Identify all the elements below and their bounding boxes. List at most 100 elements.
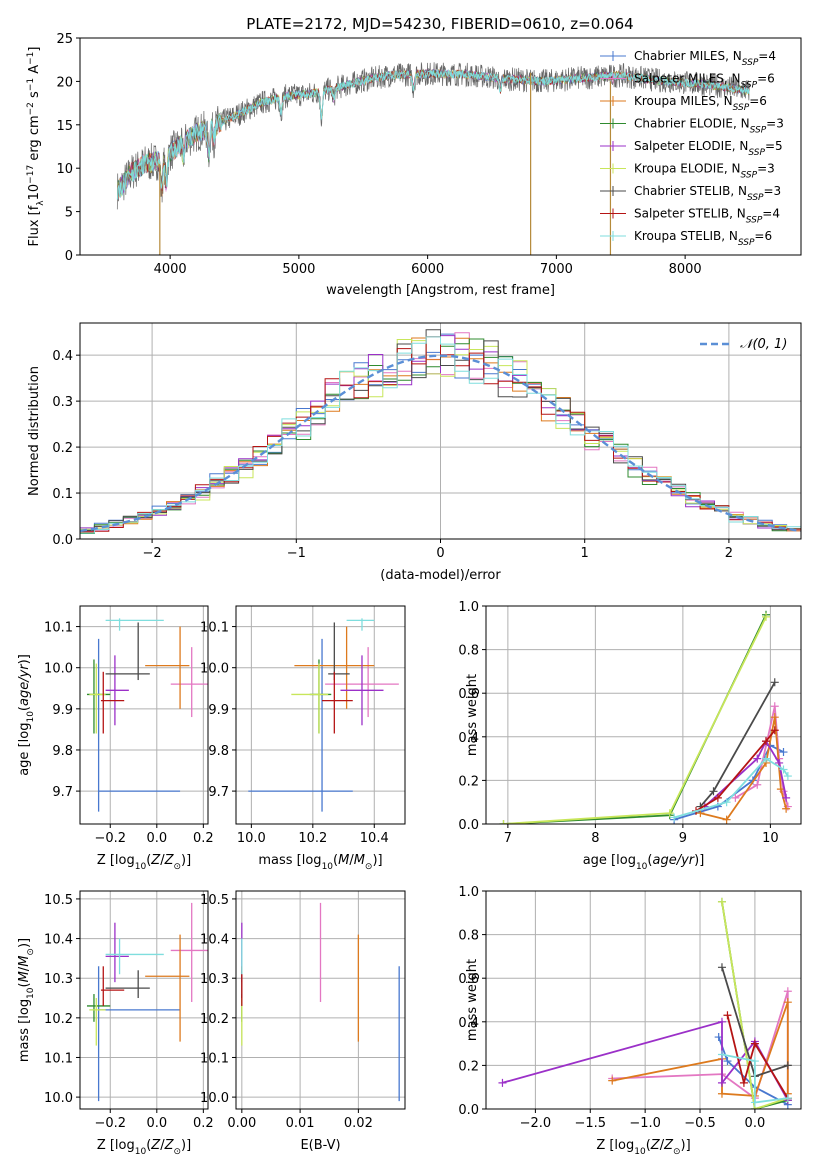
errorbars-age_vs_mass (248, 618, 399, 812)
weight-marker-kroupa_stelib (717, 1050, 726, 1059)
x-tick-label: 10 (762, 831, 779, 846)
y-tick-label: 10.5 (200, 893, 229, 908)
weight-line-kroupa_elodie (503, 616, 767, 824)
label-part: −2 (26, 102, 36, 115)
y-tick-label: 0.4 (458, 731, 479, 746)
x-tick-label: 2 (725, 546, 733, 561)
x-tick-label: 7 (504, 831, 512, 846)
axes-mass_vs_Z: −0.2 0.0 0.2 10.0 10.1 10.2 10.3 10.4 10.5 Z [log… (17, 890, 214, 1157)
label-part: age/yr (652, 853, 695, 868)
label-part: ⊙ (173, 1147, 181, 1157)
y-tick-label: 1.0 (458, 600, 479, 615)
y-tick-label: 0.0 (458, 1103, 479, 1118)
axes-age_vs_Z: −0.2 0.0 0.29.79.89.910.010.1Z [log10(Z/Z⊙… (17, 605, 214, 872)
label-part: 10 (27, 184, 42, 201)
y-axis-label: age [log10(age/yr)] (17, 654, 36, 776)
spectrum-legend: Chabrier MILES, NSSP=4 Salpeter MILES, NS… (600, 49, 784, 248)
y-tick-label: 10.1 (200, 621, 229, 636)
weight-marker-salpeter_elodie (498, 1078, 507, 1087)
observed-spectrum-line (116, 62, 750, 210)
legend-label-chabrier_miles: Chabrier MILES, NSSP=4 (634, 49, 776, 68)
weight-marker-chabrier_stelib (770, 678, 779, 687)
weight-marker-kroupa_elodie (762, 612, 770, 621)
weight-line-kroupa_stelib (721, 1053, 788, 1104)
label-part: mass [log (17, 999, 32, 1062)
label-part: Salpeter ELODIE, N (634, 139, 748, 153)
x-tick-label: 0.2 (193, 831, 214, 846)
x-axis-label: Z [log10(Z/Z⊙)] (97, 1138, 191, 1157)
y-tick-label: 10.2 (200, 1012, 229, 1027)
x-tick-label: 6000 (411, 262, 444, 277)
x-tick-label: −2 (143, 546, 162, 561)
label-part: Salpeter STELIB, N (634, 207, 746, 221)
weight-marker-kroupa_stelib (722, 798, 731, 807)
errorbars-age_vs_Z (86, 618, 208, 812)
legend-label-salpeter_miles: Salpeter MILES, NSSP=6 (634, 72, 775, 91)
label-part: Chabrier STELIB, N (634, 184, 747, 198)
spectrum-traces (116, 62, 750, 255)
weight-marker-salpeter_stelib (750, 1039, 759, 1048)
legend-label-salpeter_elodie: Salpeter ELODIE, NSSP=5 (634, 139, 783, 158)
y-tick-label: 0.8 (458, 644, 479, 659)
normal-distribution-curve (80, 354, 801, 533)
weight-marker-kroupa_stelib (783, 772, 792, 781)
y-axis-label: mass weight (465, 674, 480, 756)
y-tick-label: 0.0 (458, 818, 479, 833)
histogram-kroupa_stelib (80, 336, 801, 539)
weight-line-kroupa_miles (700, 717, 787, 821)
axes-residuals: −2 −1 0 1 2 0.0 0.1 0.2 0.3 0.4 𝒩(0, 1) (data-model… (27, 322, 802, 583)
y-tick-label: 10.1 (200, 1051, 229, 1066)
label-part: =6 (757, 72, 775, 86)
x-tick-label: 0.2 (193, 1116, 214, 1131)
weight-line-kroupa_miles (612, 1001, 789, 1097)
label-part: )] (17, 654, 32, 664)
legend-label-kroupa_stelib: Kroupa STELIB, NSSP=6 (634, 229, 772, 248)
weight-marker-salpeter_miles (770, 702, 779, 711)
weight-marker-salpeter_elodie (717, 1078, 726, 1087)
label-part: / (160, 1138, 165, 1153)
weight-marker-salpeter_miles (783, 987, 792, 996)
label-part: =6 (754, 229, 772, 243)
weight-marker-kroupa_stelib (670, 813, 679, 822)
y-tick-label: 1.0 (458, 885, 479, 900)
x-tick-label: 8 (591, 831, 599, 846)
x-tick-label: 0.0 (745, 1116, 766, 1131)
x-tick-label: 8000 (669, 262, 702, 277)
label-part: ⊙ (173, 862, 181, 872)
axes-frame (79, 605, 209, 825)
weight-line-kroupa_elodie (721, 901, 789, 1109)
label-part: ( (333, 853, 338, 868)
label-part: 10 (636, 862, 648, 872)
legend-label-normal: 𝒩(0, 1) (740, 337, 787, 352)
weight-marker-kroupa_miles (608, 1076, 617, 1085)
x-tick-label: −1.0 (629, 1116, 661, 1131)
weight-marker-kroupa_miles (782, 804, 791, 813)
x-tick-label: 4000 (154, 262, 187, 277)
weight-marker-chabrier_stelib (717, 963, 726, 972)
axes-mass_vs_ebv: 0.00 0.01 0.02 10.0 10.1 10.2 10.3 10.4 10.5 E(B-… (200, 890, 406, 1153)
x-tick-label: 0.0 (146, 1116, 167, 1131)
label-part: ( (17, 706, 32, 711)
figure-title: PLATE=2172, MJD=54230, FIBERID=0610, z=0… (246, 15, 633, 33)
x-tick-label: −0.2 (94, 1116, 126, 1131)
weight-marker-kroupa_miles (783, 998, 792, 1007)
label-part: SSP (750, 126, 767, 136)
x-tick-label: 0.0 (146, 831, 167, 846)
label-part: λ (36, 200, 46, 206)
label-part: Kroupa STELIB, N (634, 229, 738, 243)
label-part: =5 (765, 139, 783, 153)
label-part: )] (17, 938, 32, 948)
x-axis-label: age [log10(age/yr)] (583, 853, 705, 872)
x-tick-label: 1 (581, 546, 589, 561)
weight-line-chabrier_elodie (503, 614, 767, 824)
legend-label-chabrier_elodie: Chabrier ELODIE, NSSP=3 (634, 117, 784, 136)
x-axis-label: wavelength [Angstrom, rest frame] (326, 283, 555, 298)
weight-marker-salpeter_elodie (782, 793, 791, 802)
model-spectrum-top (116, 68, 750, 200)
weight-marker-kroupa_stelib (762, 754, 770, 763)
weight-marker-chabrier_stelib (783, 1061, 792, 1070)
y-tick-label: 0.1 (52, 487, 73, 502)
label-part: Kroupa ELODIE, N (634, 162, 741, 176)
